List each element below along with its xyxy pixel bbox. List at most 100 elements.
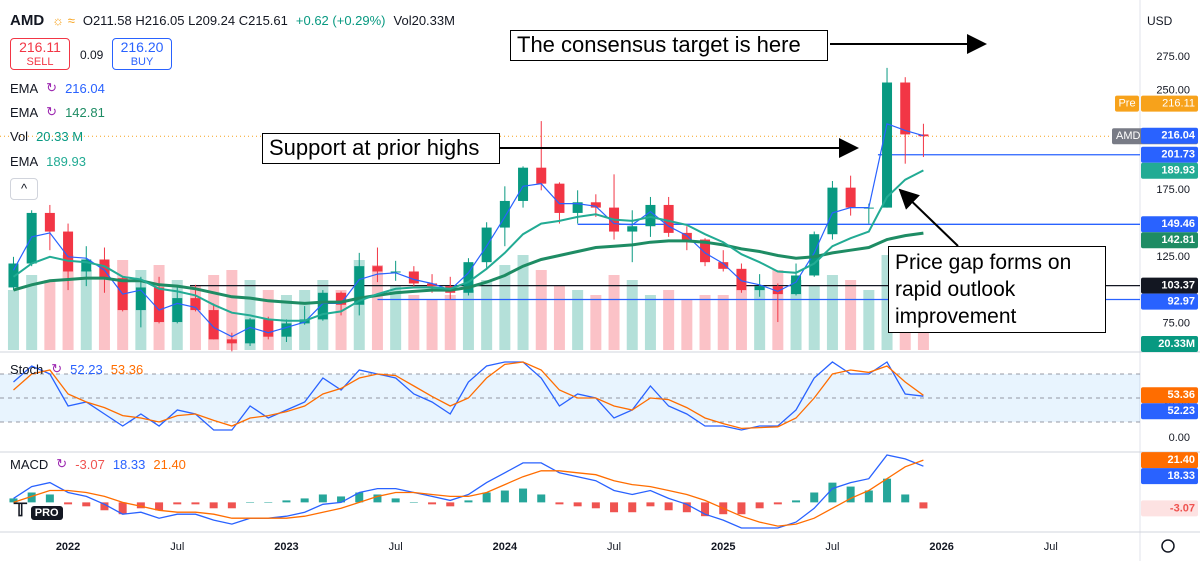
currency[interactable]: USD (1147, 14, 1173, 28)
candle-body (26, 212, 37, 264)
volume-bar (553, 285, 565, 350)
candle-body (172, 298, 183, 323)
price-label-box (1141, 146, 1198, 163)
price-label-box (1141, 468, 1198, 485)
volume-bar (335, 290, 347, 350)
histogram-bar (209, 502, 218, 509)
histogram-bar (555, 502, 564, 505)
histogram-bar (864, 490, 873, 503)
legend-name: EMA (10, 80, 39, 96)
icon: ↻ (51, 361, 63, 376)
candle-body (135, 287, 146, 311)
collapse-button[interactable]: ^ (10, 178, 38, 200)
histogram-bar (664, 502, 673, 511)
legend-name: MACD (10, 456, 49, 472)
price-label-box (1141, 232, 1198, 249)
last-price-name: AMD (1116, 130, 1141, 142)
price-label: 21.40 (1167, 454, 1195, 466)
candle-body (718, 262, 729, 269)
volume-bar (80, 270, 92, 350)
histogram-bar (173, 502, 182, 505)
volume-bar (444, 295, 456, 350)
volume-bar (572, 290, 584, 350)
histogram-bar (118, 502, 127, 515)
histogram-bar (846, 486, 855, 503)
buy-label: BUY (130, 56, 154, 68)
x-tick-label: Jul (170, 541, 184, 553)
header: AMD ☼ ≈ O211.58 H216.05 L209.24 C215.61 … (10, 12, 455, 29)
line (13, 361, 924, 430)
candle-body (590, 202, 601, 208)
candle-body (663, 204, 674, 233)
legend-value: 20.33 M (36, 129, 84, 144)
ohlc: O211.58 H216.05 L209.24 C215.61 (82, 13, 288, 28)
price-label: 201.73 (1161, 149, 1195, 161)
candle-body (226, 339, 237, 344)
price-label-box (1141, 216, 1198, 233)
price-label-box (1141, 277, 1198, 294)
volume-bar (790, 280, 802, 350)
candle-body (317, 292, 328, 320)
candle-body (372, 266, 383, 272)
buy-button[interactable]: 216.20 BUY (112, 38, 172, 70)
x-tick-label: Jul (825, 541, 839, 553)
spread: 0.09 (80, 48, 104, 62)
candle-body (518, 167, 529, 201)
price-label-box (1141, 162, 1198, 179)
volume-bar (62, 255, 74, 350)
line (12, 123, 924, 338)
legend-value: -3.07 (75, 456, 105, 472)
volume-bar (863, 290, 875, 350)
legend-row: MACD ↻ -3.07 18.33 21.40 (10, 456, 186, 472)
histogram-bar (64, 502, 73, 505)
volume-bar (735, 290, 747, 350)
change: +0.62 (+0.29%) (295, 13, 386, 28)
y-tick-label: 0.00 (1169, 432, 1190, 444)
volume-bar (663, 290, 675, 350)
legend-value: 189.93 (46, 154, 86, 169)
histogram-bar (264, 502, 273, 503)
volume-bar (499, 265, 511, 350)
candle-body (882, 82, 893, 208)
candle-body (208, 310, 219, 340)
volume-bar (626, 280, 638, 350)
histogram-bar (646, 502, 655, 507)
histogram-bar (519, 488, 528, 503)
volume-bar (408, 295, 420, 350)
annotation: The consensus target is here (510, 30, 828, 61)
candle-body (245, 319, 256, 344)
price-label-box (1141, 403, 1198, 420)
legend-value: 53.36 (110, 361, 144, 377)
y-tick-label: 250.00 (1156, 84, 1190, 96)
candle-body (281, 323, 292, 337)
volume-bar (845, 280, 857, 350)
volume-bar (481, 280, 493, 350)
histogram-bar (428, 502, 437, 505)
volume-bar (371, 265, 383, 350)
volume-bar (426, 300, 438, 350)
candle-body (336, 292, 347, 305)
price-label-box (1141, 387, 1198, 404)
logo[interactable]: 𝕋 PRO (14, 500, 63, 521)
settings-icon[interactable] (1161, 539, 1175, 553)
icon: ↻ (56, 456, 68, 471)
sell-button[interactable]: 216.11 SELL (10, 38, 70, 70)
volume-bar (390, 285, 402, 350)
histogram-bar (591, 502, 600, 509)
histogram-bar (883, 478, 892, 503)
volume-bar (808, 285, 820, 350)
histogram-bar (446, 502, 455, 507)
line (12, 169, 924, 322)
volume-bar (590, 295, 602, 350)
histogram-bar (810, 492, 819, 503)
candle-body (791, 275, 802, 295)
histogram-bar (773, 502, 782, 505)
candle-body (263, 319, 274, 337)
symbol[interactable]: AMD (10, 12, 45, 29)
candle-body (44, 212, 55, 232)
histogram-bar (355, 492, 364, 503)
histogram-bar (755, 502, 764, 509)
histogram-bar (628, 502, 637, 513)
legend-name: EMA (10, 154, 39, 169)
histogram-bar (828, 482, 837, 503)
